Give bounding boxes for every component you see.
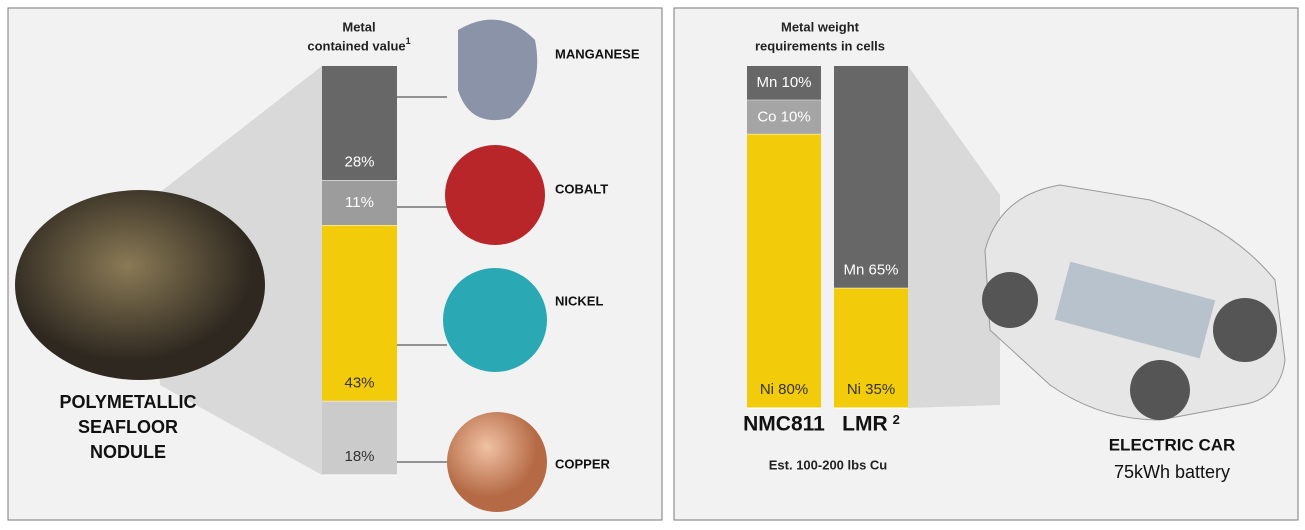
chart-title: Metal	[342, 19, 375, 34]
annotation: ELECTRIC CAR	[1109, 435, 1236, 454]
value-label: Ni 35%	[847, 381, 895, 398]
metal-label: MANGANESE	[555, 46, 640, 61]
note: Est. 100-200 lbs Cu	[769, 457, 888, 472]
bar-segment	[747, 100, 821, 135]
value-label: 18%	[344, 448, 374, 465]
chart-title: Metal weight	[781, 19, 860, 34]
bar-segment	[834, 288, 908, 408]
metal-label: COBALT	[555, 181, 608, 196]
annotation: POLYMETALLIC	[59, 392, 196, 412]
category-label: NMC811	[743, 413, 825, 436]
nickel-image	[443, 268, 547, 372]
annotation: 75kWh battery	[1114, 462, 1230, 482]
value-label: 11%	[345, 194, 374, 211]
bar-segment	[322, 66, 397, 181]
car-image	[982, 184, 1286, 421]
footnote-mark: 1	[406, 36, 411, 46]
bar-segment	[834, 66, 908, 289]
value-label: Mn 65%	[843, 261, 898, 278]
manganese-image	[458, 19, 538, 121]
wedge	[908, 66, 1000, 408]
chart-title: contained value1	[307, 36, 410, 53]
metal-label: NICKEL	[555, 293, 603, 308]
footnote-mark: 2	[893, 412, 900, 427]
value-label: 43%	[344, 374, 374, 391]
nodule-image	[15, 190, 265, 380]
copper-image	[447, 412, 547, 512]
bar-segment	[747, 66, 821, 101]
chart-title: requirements in cells	[755, 38, 885, 53]
bar-segment	[322, 225, 397, 402]
annotation: NODULE	[90, 442, 166, 462]
value-label: Co 10%	[757, 108, 810, 125]
cobalt-image	[445, 145, 545, 245]
value-label: Ni 80%	[760, 381, 808, 398]
bar-segment	[322, 401, 397, 475]
annotation: SEAFLOOR	[78, 417, 178, 437]
bar-segment	[322, 180, 397, 226]
value-label: Mn 10%	[756, 74, 811, 91]
metal-label: COPPER	[555, 456, 611, 471]
category-label: LMR 2	[842, 412, 900, 435]
value-label: 28%	[344, 153, 374, 170]
bar-segment	[747, 134, 821, 408]
